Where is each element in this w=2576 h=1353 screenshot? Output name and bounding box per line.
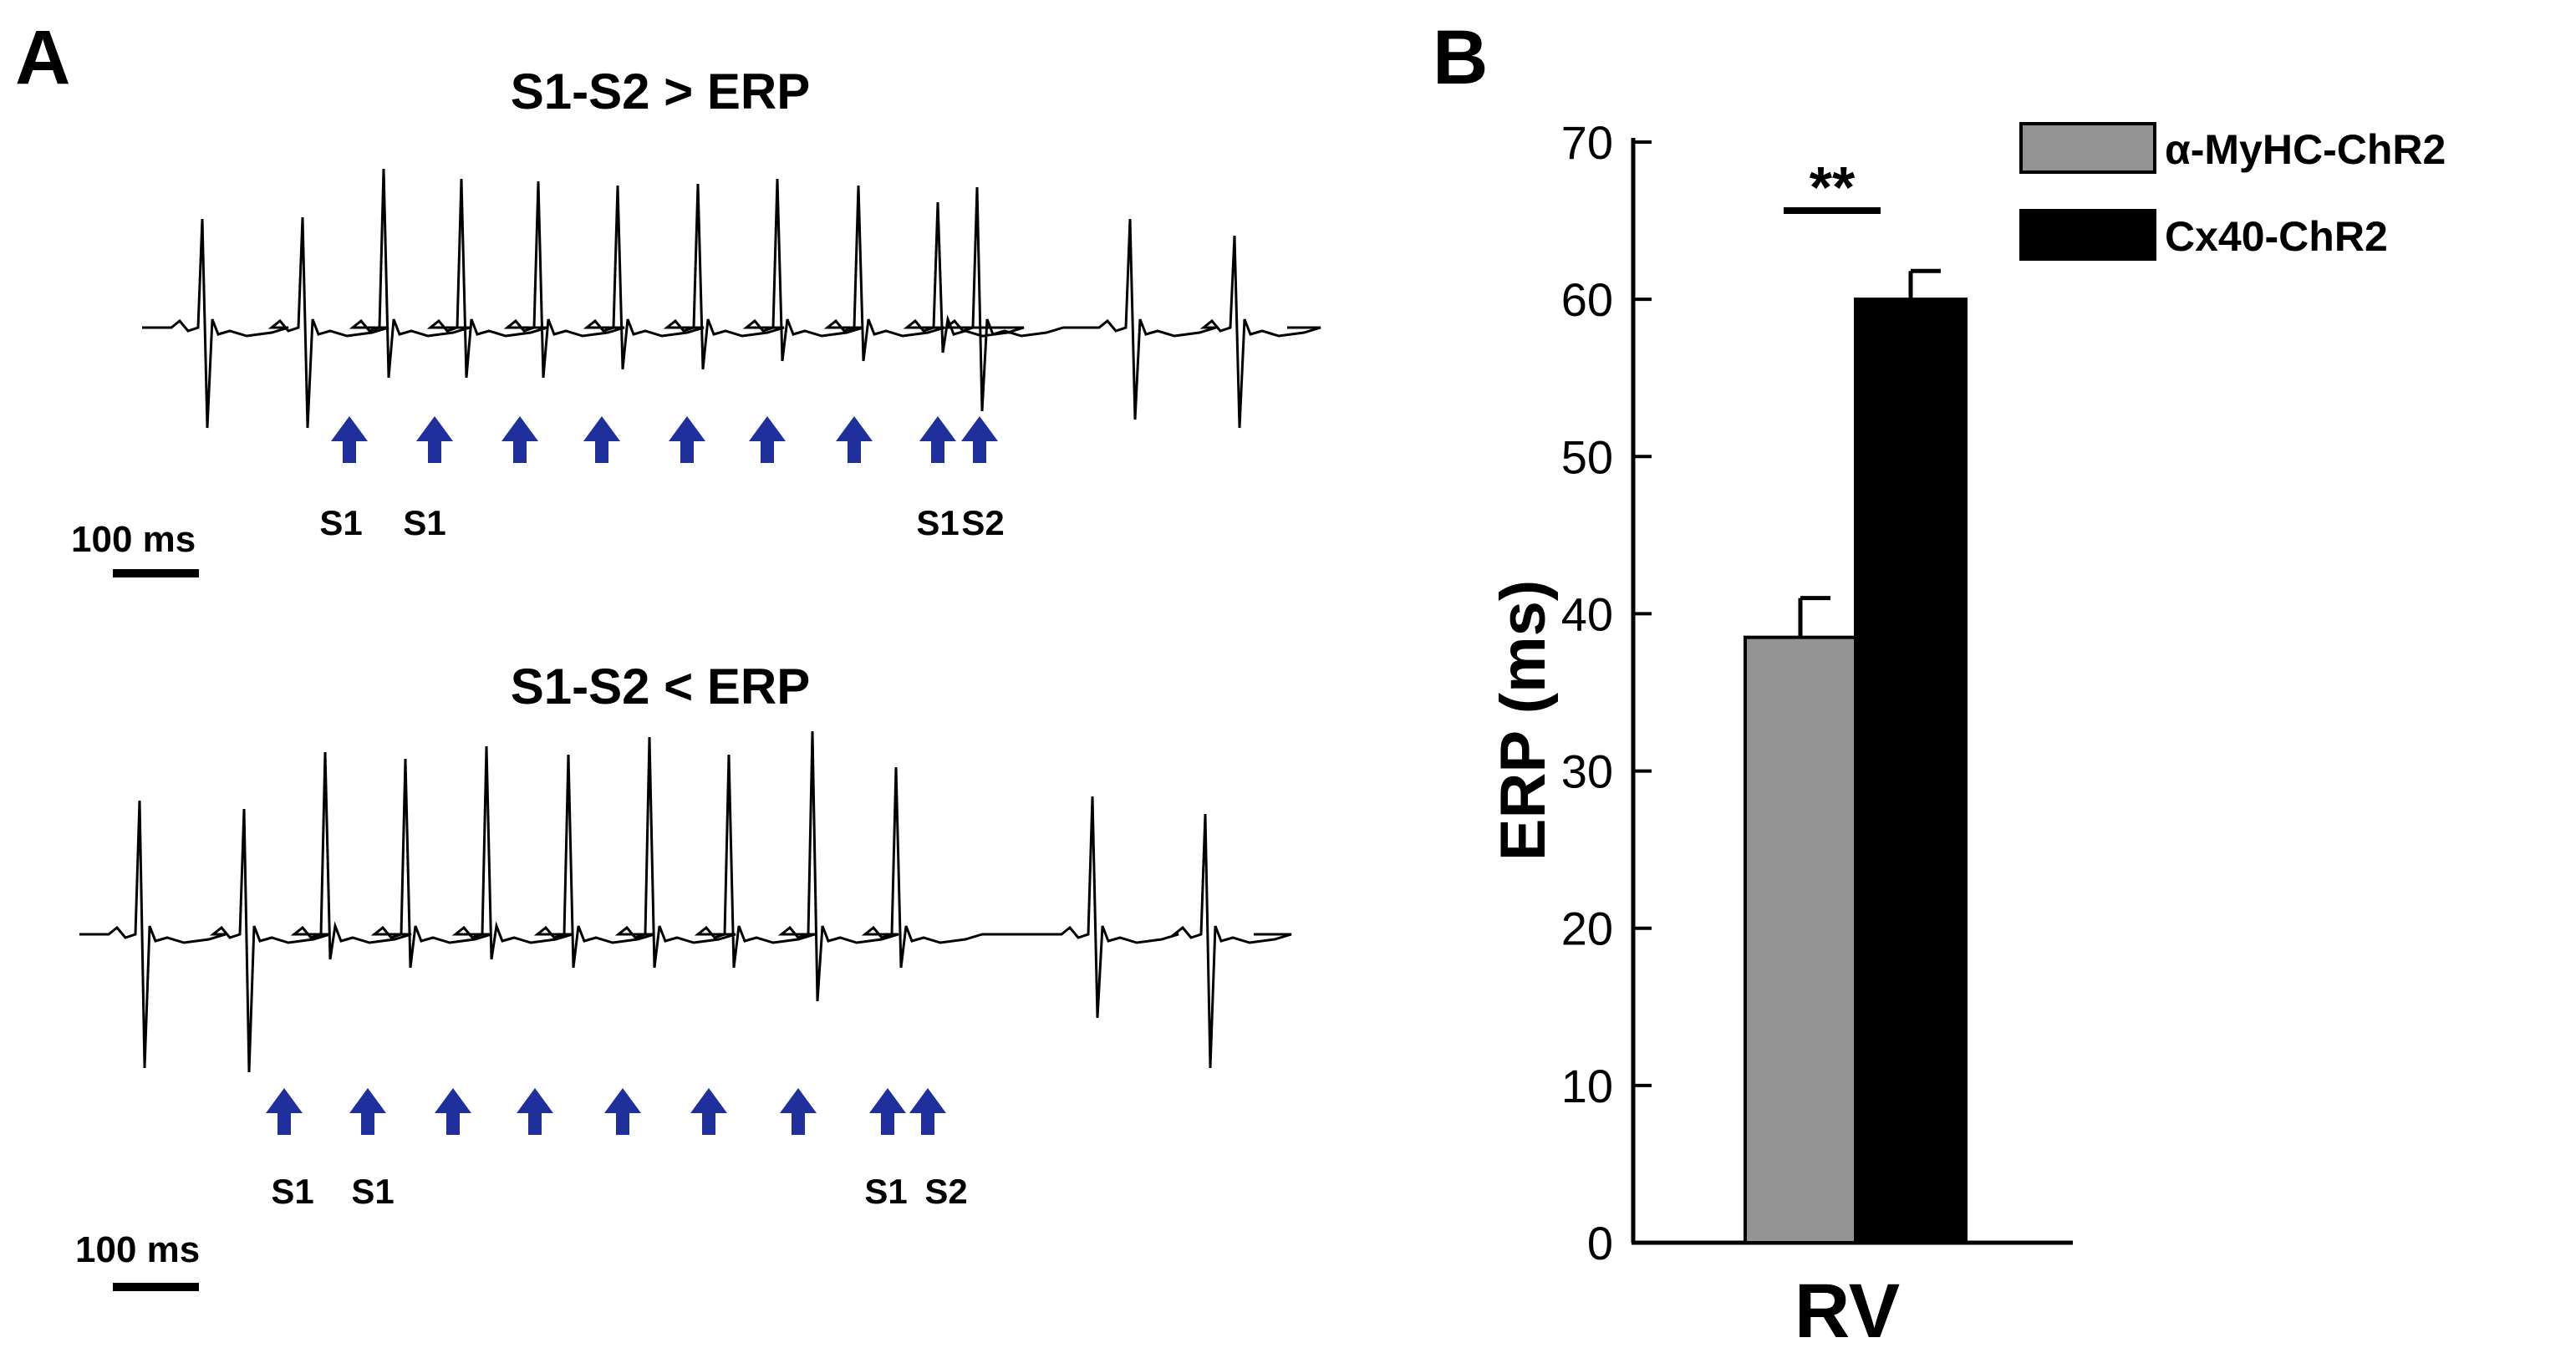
y-axis-title: ERP (ms) [1488, 580, 1559, 861]
stim-arrow-top-7 [836, 416, 873, 463]
stim-arrow-top-6 [749, 416, 786, 463]
panel-b: B ERP (ms) 0 10 20 30 40 50 60 70 ** RV α-MyHC-… [1433, 15, 2446, 1353]
stim-arrow-top-3 [501, 416, 538, 463]
stim-arrow-bottom-4 [517, 1088, 553, 1135]
stim-label-bottom-1: S1 [271, 1172, 313, 1211]
stim-arrow-bottom-9 [909, 1088, 946, 1135]
legend: α-MyHC-ChR2 Cx40-ChR2 [2019, 122, 2446, 261]
y-tick-label-0: 0 [1587, 1217, 1613, 1269]
trace-top-title: S1-S2 > ERP [511, 64, 811, 120]
legend-label-cx40: Cx40-ChR2 [2165, 213, 2388, 260]
stim-arrow-bottom-3 [435, 1088, 471, 1135]
stim-arrow-top-8 [919, 416, 956, 463]
stim-arrow-bottom-6 [690, 1088, 727, 1135]
y-tick-label-50: 50 [1561, 430, 1613, 483]
trace-top-group: S1-S2 > ERP S1 S1 S1 S2 100 ms [71, 64, 1321, 577]
y-tick-label-60: 60 [1561, 273, 1613, 326]
stim-arrow-bottom-8 [869, 1088, 906, 1135]
stim-arrows-top [331, 416, 998, 463]
trace-bottom-title: S1-S2 < ERP [511, 659, 811, 715]
stim-arrows-bottom [266, 1088, 946, 1135]
stim-label-top-4: S2 [961, 503, 1004, 542]
panel-a: A S1-S2 > ERP S1 S1 S1 S2 100 ms S1-S2 <… [15, 15, 1321, 1291]
stim-label-bottom-2: S1 [351, 1172, 394, 1211]
stim-arrow-bottom-7 [780, 1088, 817, 1135]
category-label-rv: RV [1795, 1269, 1900, 1353]
legend-swatch-cx40 [2019, 209, 2156, 261]
stim-arrow-bottom-1 [266, 1088, 303, 1135]
y-tick-label-30: 30 [1561, 745, 1613, 798]
stim-label-top-2: S1 [403, 503, 445, 542]
stim-arrow-top-5 [669, 416, 705, 463]
stim-arrow-top-2 [416, 416, 453, 463]
significance-label: ** [1810, 155, 1856, 220]
stim-label-top-1: S1 [319, 503, 362, 542]
stim-label-bottom-4: S2 [924, 1172, 967, 1211]
legend-swatch-a-myhc [2019, 122, 2156, 174]
stim-arrow-top-1 [331, 416, 368, 463]
trace-bottom-group: S1-S2 < ERP S1 S1 S1 S2 100 ms [75, 659, 1292, 1291]
panel-b-letter: B [1433, 15, 1488, 100]
stim-arrow-top-9 [961, 416, 998, 463]
y-tick-label-40: 40 [1561, 587, 1613, 640]
bar-a-myhc-chr2 [1744, 635, 1857, 1244]
y-tick-label-70: 70 [1561, 116, 1613, 169]
stim-label-bottom-3: S1 [864, 1172, 907, 1211]
ecg-trace-top [142, 168, 1321, 429]
scale-bar-label-bottom: 100 ms [75, 1229, 200, 1270]
stim-arrow-bottom-5 [604, 1088, 641, 1135]
scale-bar-label-top: 100 ms [71, 519, 196, 560]
bar-cx40-chr2 [1854, 298, 1968, 1245]
y-tick-label-10: 10 [1561, 1060, 1613, 1112]
stim-label-top-3: S1 [916, 503, 959, 542]
legend-label-a-myhc: α-MyHC-ChR2 [2165, 126, 2446, 173]
bars [1744, 268, 1968, 1245]
stim-arrow-top-4 [583, 416, 620, 463]
y-ticks: 0 10 20 30 40 50 60 70 [1561, 116, 1652, 1269]
ecg-trace-bottom [79, 730, 1292, 1073]
stim-arrow-bottom-2 [349, 1088, 386, 1135]
y-tick-label-20: 20 [1561, 903, 1613, 955]
panel-a-letter: A [15, 15, 70, 100]
